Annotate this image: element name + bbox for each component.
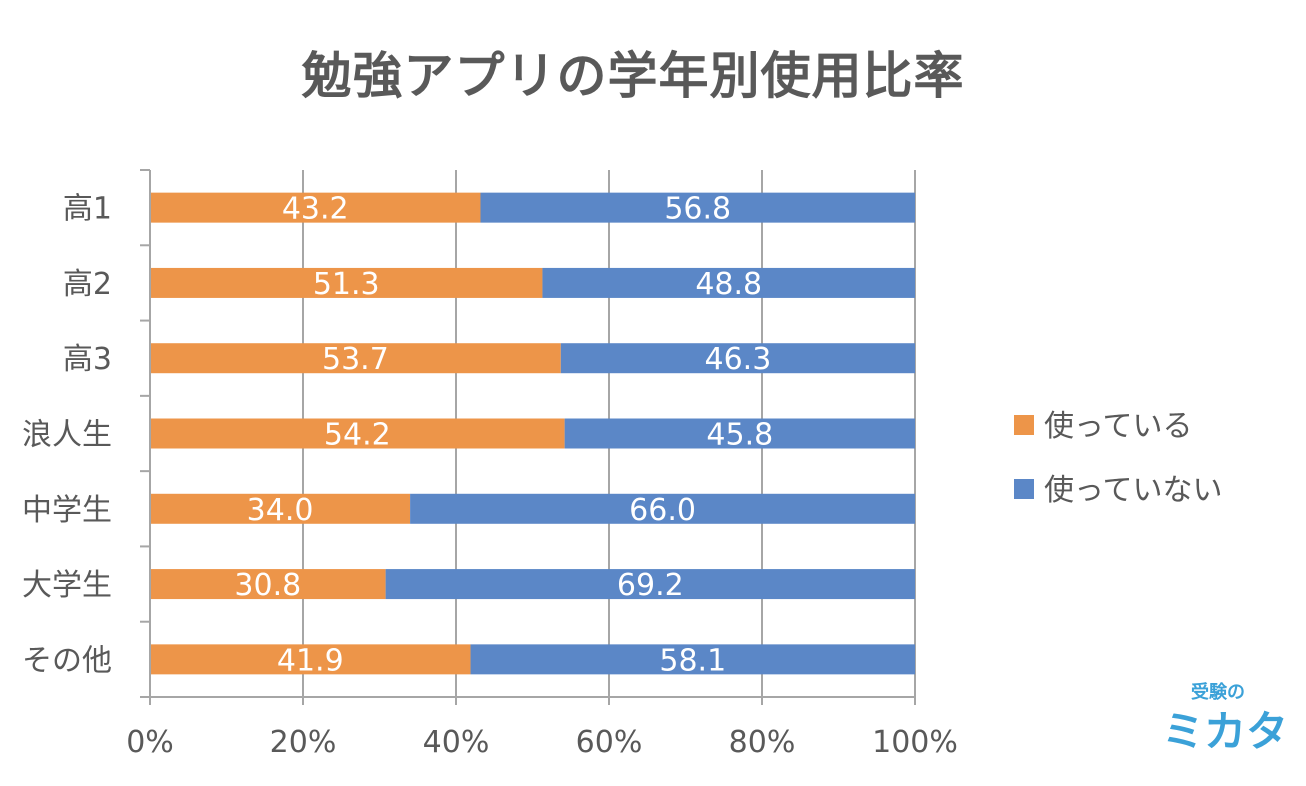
legend-label: 使っている: [1044, 409, 1193, 444]
bars: [150, 192, 915, 675]
bar-using: [150, 192, 481, 223]
data-label: 51.3: [313, 267, 380, 302]
legend-swatch: [1014, 415, 1034, 435]
data-label: 53.7: [322, 342, 389, 377]
data-label: 30.8: [234, 568, 301, 603]
category-label: 高3: [63, 342, 112, 377]
chart-title: 勉強アプリの学年別使用比率: [301, 47, 965, 105]
data-label: 56.8: [664, 192, 731, 227]
data-label: 54.2: [324, 418, 391, 453]
bar-not-using: [480, 192, 915, 223]
x-tick-label: 100%: [872, 725, 958, 760]
category-label: 中学生: [22, 493, 112, 528]
bar-using: [150, 493, 411, 524]
data-labels: 高1 43.2 56.8 高2 51.3 48.8 高3 53.7 46.3 浪人生 54.2 45.…: [22, 192, 773, 679]
bar-not-using: [470, 644, 915, 675]
data-label: 48.8: [695, 267, 762, 302]
x-tick-label: 20%: [270, 725, 337, 760]
data-label: 45.8: [706, 418, 773, 453]
category-label: 高1: [63, 192, 112, 227]
bar-not-using: [410, 493, 915, 524]
bar-using: [150, 267, 543, 298]
bar-not-using: [542, 267, 915, 298]
data-label: 46.3: [705, 342, 772, 377]
data-label: 43.2: [282, 192, 349, 227]
bar-not-using: [564, 418, 915, 449]
bar-using: [150, 644, 471, 675]
bar-using: [150, 418, 565, 449]
category-label: 高2: [63, 267, 112, 302]
bar-using: [150, 569, 386, 600]
data-label: 41.9: [277, 643, 344, 678]
data-label: 58.1: [659, 643, 726, 678]
logo-top-text: 受験の: [1191, 681, 1245, 703]
category-label: 大学生: [22, 568, 112, 603]
category-label: 浪人生: [22, 418, 112, 453]
brand-logo: 受験の ミカタ: [1160, 676, 1290, 756]
bar-using: [150, 343, 561, 374]
bar-not-using: [385, 569, 915, 600]
x-tick-label: 0%: [126, 725, 174, 760]
data-label: 34.0: [247, 493, 314, 528]
data-label: 69.2: [617, 568, 684, 603]
x-tick-label: 60%: [576, 725, 643, 760]
logo-main-text: ミカタ: [1162, 707, 1288, 756]
x-tick-label: 40%: [423, 725, 490, 760]
category-label: その他: [22, 643, 112, 678]
legend-label: 使っていない: [1044, 473, 1223, 508]
legend-swatch: [1014, 479, 1034, 499]
bar-not-using: [560, 343, 915, 374]
data-label: 66.0: [629, 493, 696, 528]
x-tick-label: 80%: [729, 725, 796, 760]
axes: 0% 20% 40% 60% 80% 100%: [126, 169, 958, 760]
